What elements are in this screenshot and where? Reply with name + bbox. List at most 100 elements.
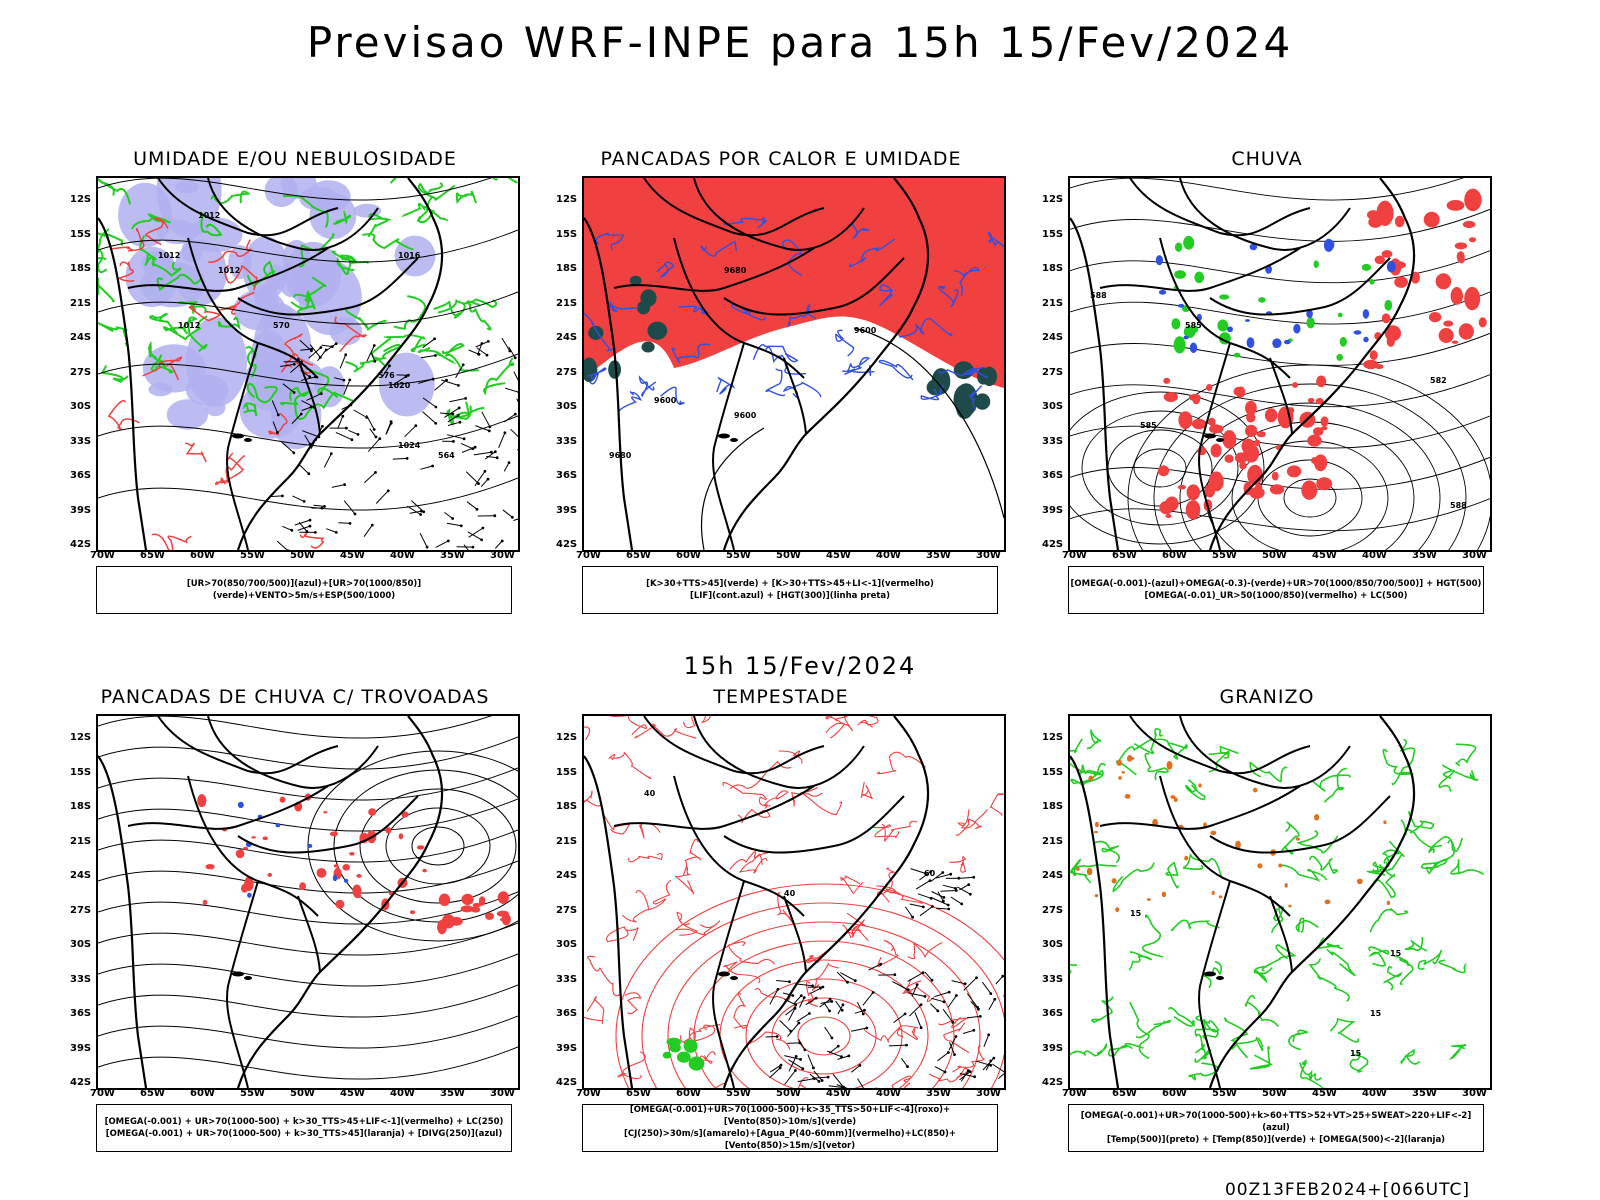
lat-tick-label: 39S	[556, 504, 578, 516]
map-panel-chuva: CHUVA 588 585 582 585 588 12S 15S 18S 21S 24S 27S 30…	[1032, 148, 1492, 618]
lon-tick-label: 30W	[976, 550, 1001, 561]
panel-legend: [OMEGA(-0.001)+UR>70(1000-500)+k>35_TTS>…	[582, 1104, 998, 1152]
legend-line: [OMEGA(-0.001) + UR>70(1000-500) + k>30_…	[105, 1129, 503, 1139]
lon-tick-label: 40W	[876, 1088, 901, 1099]
lon-tick-label: 65W	[140, 550, 165, 561]
lat-tick-label: 24S	[1042, 332, 1064, 343]
lon-tick-label: 35W	[440, 550, 465, 561]
lon-tick-label: 45W	[826, 1088, 851, 1099]
lon-tick-label: 70W	[90, 1088, 115, 1099]
lat-tick-label: 42S	[556, 539, 578, 550]
lat-tick-label: 18S	[70, 801, 92, 812]
lat-tick-label: 42S	[556, 1077, 578, 1088]
lon-tick-label: 45W	[826, 550, 851, 561]
legend-line: [K>30+TTS>45](verde) + [K>30+TTS>45+LI<-…	[646, 579, 934, 589]
map-panel-granizo: GRANIZO 15 15 15 15 12S 15S 18S 21S 24S 27S 30S 33S 3…	[1032, 686, 1492, 1156]
lat-tick-label: 27S	[556, 904, 578, 916]
lat-tick-label: 42S	[70, 539, 92, 550]
lat-tick-label: 30S	[1042, 401, 1064, 412]
map-frame: 15 15 15 15	[1068, 714, 1492, 1090]
lon-tick-label: 40W	[1362, 1088, 1387, 1099]
legend-line: [OMEGA(-0.001)+UR>70(1000-500)+k>60+TTS>…	[1080, 1111, 1472, 1133]
lon-tick-label: 60W	[190, 550, 215, 561]
lat-tick-label: 21S	[70, 835, 92, 847]
lon-tick-label: 60W	[190, 1088, 215, 1099]
lon-tick-label: 65W	[626, 550, 651, 561]
lon-tick-label: 35W	[1412, 550, 1437, 561]
lon-tick-label: 45W	[340, 550, 365, 561]
lon-tick-label: 45W	[1312, 1088, 1337, 1099]
map-plot: 40 40 60	[584, 716, 1004, 1088]
lon-tick-label: 35W	[926, 1088, 951, 1099]
lat-tick-label: 33S	[1042, 973, 1064, 985]
panel-title: PANCADAS DE CHUVA C/ TROVOADAS	[100, 686, 490, 708]
lat-tick-label: 36S	[1042, 1008, 1064, 1019]
lon-tick-label: 50W	[1262, 550, 1287, 561]
lat-tick-label: 39S	[70, 504, 92, 516]
contour-label: 1012	[198, 211, 220, 220]
contour-label: 40	[784, 889, 796, 898]
map-frame: 40 40 60	[582, 714, 1006, 1090]
contour-label: 9680	[724, 266, 747, 275]
lat-tick-label: 21S	[556, 835, 578, 847]
panel-title: PANCADAS POR CALOR E UMIDADE	[600, 148, 962, 170]
lon-tick-label: 45W	[1312, 550, 1337, 561]
lon-tick-label: 30W	[1462, 1088, 1487, 1099]
lat-tick-label: 21S	[1042, 297, 1064, 309]
lon-tick-label: 30W	[490, 1088, 515, 1099]
lon-tick-label: 40W	[390, 1088, 415, 1099]
contour-label: 570	[273, 321, 290, 330]
lon-tick-label: 55W	[726, 1088, 751, 1099]
run-stamp: 00Z13FEB2024+[066UTC]	[1224, 1180, 1470, 1200]
contour-label: 588	[1090, 291, 1107, 300]
lat-tick-label: 36S	[70, 470, 92, 481]
lon-tick-label: 70W	[90, 550, 115, 561]
lat-tick-label: 27S	[1042, 904, 1064, 916]
contour-label: 9680	[609, 451, 632, 460]
map-panel-pancadas_trovoadas: PANCADAS DE CHUVA C/ TROVOADAS 12S 15S 18S 2…	[60, 686, 520, 1156]
contour-label: 40	[644, 789, 656, 798]
lon-tick-label: 60W	[1162, 550, 1187, 561]
lon-tick-label: 60W	[676, 1088, 701, 1099]
contour-label: 15	[1130, 909, 1142, 918]
lat-tick-label: 12S	[1042, 732, 1064, 743]
lat-tick-label: 30S	[1042, 939, 1064, 950]
legend-line: [LIF](cont.azul) + [HGT(300)](linha pret…	[689, 591, 891, 601]
map-frame: 9680 9600 9680 9600 9600	[582, 176, 1006, 552]
lon-tick-label: 70W	[576, 550, 601, 561]
main-title: Previsao WRF-INPE para 15h 15/Fev/2024	[306, 18, 1294, 67]
legend-line: [Temp(500)](preto) + [Temp(850)](verde) …	[1106, 1135, 1446, 1145]
lon-tick-label: 70W	[1062, 550, 1087, 561]
lat-tick-label: 30S	[556, 939, 578, 950]
panel-legend: [UR>70(850/700/500)](azul)+[UR>70(1000/8…	[96, 566, 512, 614]
lon-tick-label: 55W	[1212, 1088, 1237, 1099]
lon-tick-label: 65W	[1112, 1088, 1137, 1099]
contour-label: 15	[1370, 1009, 1382, 1018]
lat-tick-label: 15S	[556, 766, 578, 778]
lat-tick-label: 24S	[70, 870, 92, 881]
lon-tick-label: 40W	[390, 550, 415, 561]
lat-tick-label: 21S	[70, 297, 92, 309]
map-frame: 588 585 582 585 588	[1068, 176, 1492, 552]
map-frame: 1012 1012 1012 1012 1016 1020 1024 576 570 564	[96, 176, 520, 552]
lat-tick-label: 18S	[70, 263, 92, 274]
map-frame	[96, 714, 520, 1090]
contour-label: 1020	[388, 381, 411, 390]
lat-tick-label: 39S	[556, 1042, 578, 1054]
contour-label: 582	[1430, 376, 1447, 385]
panel-legend: [OMEGA(-0.001)-(azul)+OMEGA(-0.3)-(verde…	[1068, 566, 1484, 614]
lat-tick-label: 36S	[556, 470, 578, 481]
lat-tick-label: 39S	[1042, 1042, 1064, 1054]
lon-tick-label: 65W	[140, 1088, 165, 1099]
contour-label: 1024	[398, 441, 421, 450]
lat-tick-label: 33S	[70, 973, 92, 985]
lat-tick-label: 12S	[70, 732, 92, 743]
legend-line: [OMEGA(-0.01)_UR>50(1000/850)(vermelho) …	[1144, 591, 1408, 601]
panel-legend: [OMEGA(-0.001)+UR>70(1000-500)+k>60+TTS>…	[1068, 1104, 1484, 1152]
lat-tick-label: 36S	[70, 1008, 92, 1019]
legend-line: [OMEGA(-0.001) + UR>70(1000-500) + k>30_…	[104, 1117, 504, 1127]
contour-label: 9600	[734, 411, 757, 420]
contour-label: 9600	[654, 396, 677, 405]
lat-tick-label: 15S	[70, 228, 92, 240]
lat-tick-label: 33S	[556, 435, 578, 447]
